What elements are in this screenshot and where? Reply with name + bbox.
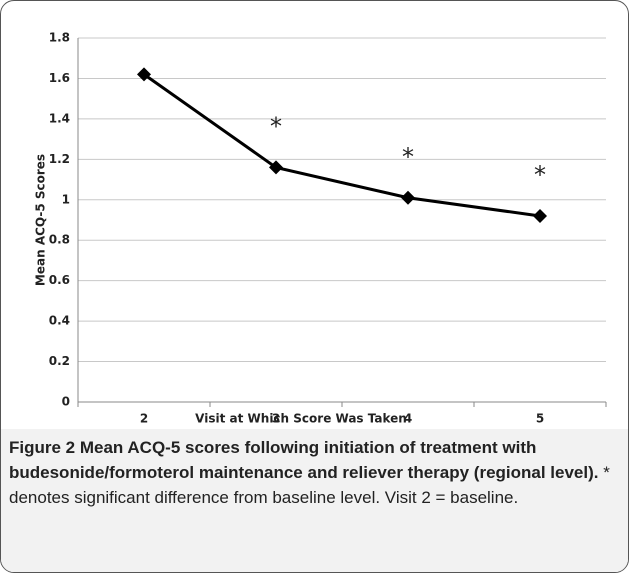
annotation: * <box>270 112 282 140</box>
y-tick-label: 0.8 <box>49 233 70 247</box>
chart: Visit at Which Score Was Taken Mean ACQ-… <box>34 31 607 426</box>
y-tick-label: 1.4 <box>49 111 70 125</box>
caption-title: Mean ACQ-5 scores following initiation o… <box>9 438 599 482</box>
x-tick-label: 4 <box>404 412 412 426</box>
caption: Figure 2 Mean ACQ-5 scores following ini… <box>1 429 628 572</box>
marker <box>269 160 283 175</box>
y-tick-label: 1.6 <box>49 71 70 85</box>
marker <box>401 190 415 205</box>
y-tick-label: 1.2 <box>49 152 70 166</box>
y-tick-label: 1.8 <box>49 31 70 45</box>
y-tick-label: 0 <box>62 395 70 409</box>
y-axis-label: Mean ACQ-5 Scores <box>34 154 48 286</box>
line <box>143 73 541 218</box>
x-tick-label: 5 <box>536 412 544 426</box>
annotation: * <box>402 143 414 171</box>
y-tick-label: 0.6 <box>49 273 70 287</box>
marker <box>533 208 547 223</box>
annotation: * <box>534 161 546 189</box>
caption-label: Figure 2 <box>9 438 76 457</box>
caption-text: * denotes significant difference from ba… <box>9 463 610 507</box>
x-axis-label: Visit at Which Score Was Taken <box>195 412 407 426</box>
y-tick-label: 0.4 <box>49 314 70 328</box>
x-tick-label: 2 <box>140 412 148 426</box>
x-tick-label: 3 <box>272 412 280 426</box>
marker <box>137 67 151 82</box>
y-tick-label: 0.2 <box>49 354 70 368</box>
y-tick-label: 1 <box>62 192 70 206</box>
